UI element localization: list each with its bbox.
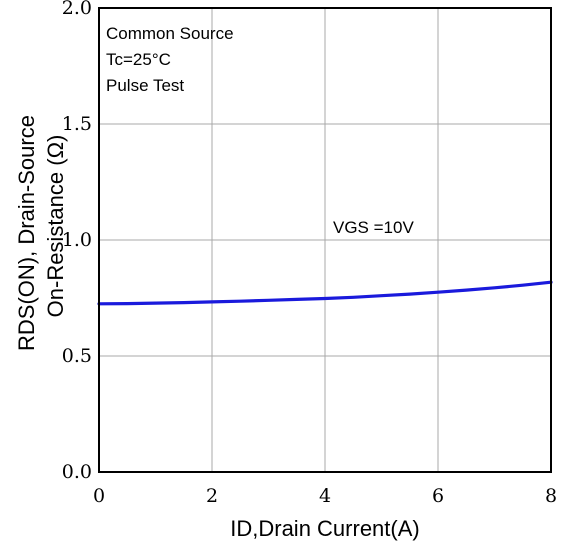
y-tick-label: 0.0 [62,461,92,483]
annotation-common-source: Common Source [106,24,234,43]
series-line [97,280,553,306]
x-tick-label: 2 [206,485,218,507]
x-tick-label: 4 [319,485,331,507]
x-axis-title: ID,Drain Current(A) [230,516,419,541]
plot-frame [98,7,552,473]
x-tick-label: 8 [545,485,557,507]
annotation-temperature: Tc=25°C [106,50,171,69]
y-tick-label: 2.0 [62,0,92,19]
series-layer [97,280,553,306]
tick-labels: 0 2 4 6 8 0.0 0.5 1.0 1.5 2.0 [62,0,557,507]
y-tick-label: 0.5 [62,345,92,367]
y-axis-title-line1: RDS(ON), Drain-Source [14,115,39,351]
curve-label-vgs: VGS =10V [333,218,414,237]
annotation-pulse-test: Pulse Test [106,76,184,95]
y-tick-label: 1.5 [62,113,92,135]
y-tick-label: 1.0 [62,229,92,251]
x-tick-label: 0 [93,485,105,507]
x-tick-label: 6 [432,485,444,507]
y-axis-title-line2: On-Resistance (Ω) [43,135,68,318]
grid [99,8,551,472]
